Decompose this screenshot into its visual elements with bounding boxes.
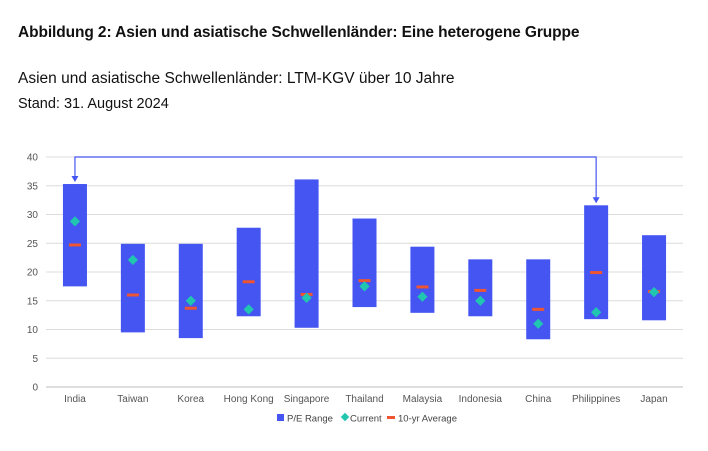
range-bar bbox=[178, 243, 203, 339]
y-tick-label: 15 bbox=[27, 296, 39, 307]
current-marker bbox=[475, 295, 486, 306]
average-dash bbox=[532, 307, 545, 311]
arrowhead bbox=[592, 197, 600, 204]
range-bar bbox=[294, 179, 319, 328]
figure-title: Abbildung 2: Asien und asiatische Schwel… bbox=[18, 24, 580, 41]
y-tick-label: 10 bbox=[27, 325, 39, 336]
x-tick-label: Thailand bbox=[345, 394, 383, 405]
range-bar bbox=[584, 205, 609, 320]
x-tick-label: Philippines bbox=[572, 394, 620, 405]
y-tick-label: 20 bbox=[27, 268, 39, 279]
legend: P/E Range Current 10-yr Average bbox=[277, 412, 457, 425]
x-tick-label: Hong Kong bbox=[224, 394, 274, 405]
bracket-annotation bbox=[71, 156, 600, 204]
x-tick-label: Japan bbox=[640, 394, 667, 405]
average-dash bbox=[590, 271, 603, 275]
current-marker bbox=[69, 216, 81, 227]
range-bar bbox=[642, 235, 667, 321]
chart-subtitle: Stand: 31. August 2024 bbox=[18, 96, 169, 112]
legend-swatch-current bbox=[340, 412, 350, 422]
average-dash bbox=[68, 243, 81, 247]
legend-swatch-average bbox=[387, 416, 395, 419]
x-tick-label: Singapore bbox=[284, 394, 330, 405]
y-tick-label: 30 bbox=[27, 210, 39, 221]
current-marker bbox=[127, 254, 138, 266]
y-tick-label: 35 bbox=[27, 181, 39, 192]
legend-label-current: Current bbox=[350, 414, 382, 425]
range-bar bbox=[410, 246, 435, 313]
arrowhead bbox=[71, 176, 79, 183]
y-axis-ticks: 0 5 10 15 20 25 30 35 40 bbox=[27, 153, 39, 394]
legend-label-average: 10-yr Average bbox=[398, 414, 457, 425]
current-marker bbox=[591, 307, 602, 318]
range-bar bbox=[236, 227, 261, 317]
x-tick-label: Taiwan bbox=[117, 394, 148, 405]
current-marker bbox=[301, 292, 312, 303]
current-marker bbox=[417, 291, 428, 302]
current-marker bbox=[359, 281, 370, 292]
chart-title: Asien und asiatische Schwellenländer: LT… bbox=[18, 70, 455, 87]
x-tick-label: China bbox=[525, 394, 552, 405]
x-tick-label: India bbox=[64, 394, 86, 405]
y-tick-label: 40 bbox=[27, 153, 39, 164]
average-dash bbox=[474, 288, 487, 292]
x-axis-labels: India Taiwan Korea Hong Kong Singapore Thaila… bbox=[64, 394, 668, 405]
y-tick-label: 5 bbox=[32, 354, 38, 365]
average-dash bbox=[184, 306, 197, 310]
bracket-line bbox=[74, 156, 597, 199]
x-tick-label: Indonesia bbox=[459, 394, 503, 405]
x-tick-label: Malaysia bbox=[403, 394, 443, 405]
average-dash bbox=[126, 293, 139, 297]
x-tick-label: Korea bbox=[177, 394, 204, 405]
range-bar bbox=[62, 184, 87, 287]
y-tick-label: 25 bbox=[27, 239, 39, 250]
average-dash bbox=[416, 285, 429, 289]
average-dash bbox=[358, 279, 371, 283]
range-bars bbox=[62, 179, 667, 340]
current-marker bbox=[243, 304, 254, 315]
average-dash bbox=[242, 280, 255, 284]
range-bar bbox=[352, 218, 377, 308]
legend-label-range: P/E Range bbox=[287, 414, 333, 425]
legend-swatch-range bbox=[277, 414, 284, 421]
y-tick-label: 0 bbox=[32, 383, 38, 394]
range-bar bbox=[468, 259, 493, 317]
